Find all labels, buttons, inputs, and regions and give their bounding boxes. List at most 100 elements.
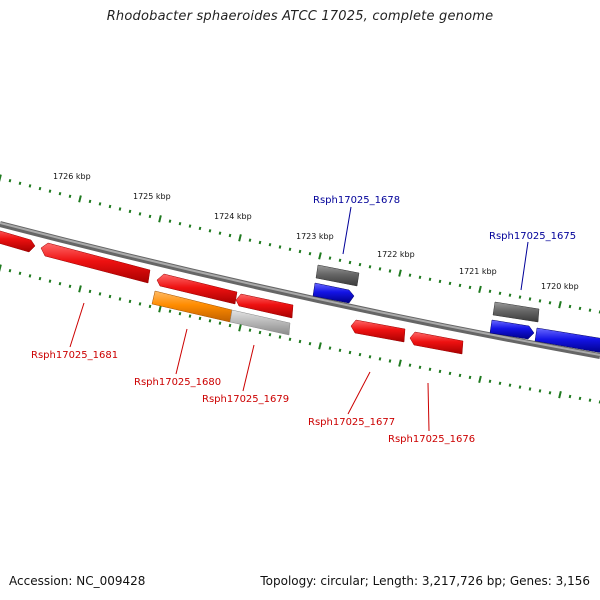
outer-ring-minor-tick [298,249,302,254]
gene-rsph17025-1675[interactable] [489,319,535,340]
inner-ring-minor-tick [8,269,12,273]
inner-ring-minor-tick [338,348,342,352]
inner-ring-minor-tick [568,394,572,399]
outer-ring-minor-tick [428,277,432,281]
inner-ring-minor-tick [438,369,442,374]
gene-label-1675[interactable]: Rsph17025_1675 [489,231,576,242]
outer-ring-minor-tick [28,184,32,188]
outer-ring-minor-tick [8,179,12,183]
inner-ring-minor-tick [128,299,132,304]
leader-line-1678 [342,206,352,255]
inner-ring-major-tick [78,285,82,293]
outer-ring-minor-tick [48,189,52,193]
inner-ring-minor-tick [268,333,272,337]
inner-ring-major-tick [0,264,2,272]
inner-ring-minor-tick [58,282,62,286]
inner-ring-minor-tick [388,359,392,363]
gene-feature[interactable] [0,228,36,253]
ruler-label-1726: 1726 kbp [53,172,91,181]
outer-ring-minor-tick [418,275,422,279]
inner-ring-minor-tick [418,365,422,369]
outer-ring-minor-tick [408,273,412,277]
inner-ring-minor-tick [68,284,72,288]
gene-grey-feature-2[interactable] [492,301,540,323]
gene-rsph17025-1680[interactable] [156,273,238,305]
gene-label-1681[interactable]: Rsph17025_1681 [31,350,118,361]
inner-ring-minor-tick [358,352,362,357]
ruler-label-1722: 1722 kbp [377,250,415,259]
outer-ring-minor-tick [308,252,312,256]
gene-rsph17025-1676[interactable] [409,331,464,355]
inner-ring-minor-tick [588,398,592,402]
map-title: Rhodobacter sphaeroides ATCC 17025, comp… [106,9,494,24]
outer-ring-minor-tick [18,181,22,185]
outer-ring-minor-tick [98,202,102,206]
gene-rsph17025-1678[interactable] [312,282,355,304]
outer-ring-minor-tick [488,289,492,293]
gene-label-1678[interactable]: Rsph17025_1678 [313,195,400,206]
inner-ring-major-tick [558,391,562,399]
inner-ring-minor-tick [518,385,522,389]
outer-ring-minor-tick [368,265,372,269]
leader-line-1677 [347,371,371,415]
outer-ring-minor-tick [58,192,62,196]
inner-ring-minor-tick [288,337,292,341]
gene-label-1680[interactable]: Rsph17025_1680 [134,377,221,388]
inner-ring-minor-tick [408,363,412,367]
gene-rsph17025-1677[interactable] [350,319,406,343]
inner-ring-minor-tick [148,304,152,309]
gene-label-1677[interactable]: Rsph17025_1677 [308,417,395,428]
inner-ring-minor-tick [48,279,52,283]
inner-ring-minor-tick [368,355,372,359]
gene-lightgrey-feature[interactable] [229,309,291,336]
gene-label-1679[interactable]: Rsph17025_1679 [202,394,289,405]
outer-ring-major-tick [558,301,562,309]
outer-ring-minor-tick [268,243,272,247]
outer-ring-minor-tick [578,306,582,311]
outer-ring-minor-tick [588,308,592,312]
outer-ring-minor-tick [538,299,542,303]
gene-blue-feature-partial[interactable] [534,327,600,353]
inner-ring-minor-tick [28,274,32,278]
ruler-label-1723: 1723 kbp [296,232,334,241]
inner-ring-major-tick [398,359,402,367]
inner-ring-minor-tick [528,387,532,391]
gene-rsph17025-1679[interactable] [235,293,294,319]
gene-rsph17025-1681[interactable] [40,242,151,284]
outer-ring-minor-tick [218,231,222,235]
outer-ring-minor-tick [388,269,392,273]
inner-ring-minor-tick [308,342,312,346]
outer-ring-minor-tick [148,214,152,219]
inner-ring-minor-tick [488,379,492,383]
inner-ring-minor-tick [448,371,452,376]
outer-ring-minor-tick [198,226,202,231]
outer-ring-major-tick [238,234,242,242]
outer-ring-minor-tick [278,245,282,249]
outer-ring-minor-tick [208,229,212,233]
outer-ring-minor-tick [508,293,512,297]
inner-ring-minor-tick [218,321,222,325]
outer-ring-major-tick [78,195,82,203]
outer-ring-minor-tick [168,219,172,223]
outer-ring-minor-tick [38,186,42,191]
outer-ring-minor-tick [518,295,522,299]
outer-ring-minor-tick [248,238,252,242]
leader-line-1679 [242,344,255,392]
leader-line-1676 [427,382,430,432]
outer-ring-major-tick [0,174,2,182]
outer-ring-minor-tick [548,301,552,305]
inner-ring-minor-tick [258,330,262,335]
leader-line-1675 [520,241,529,291]
outer-ring-minor-tick [108,204,112,209]
ruler-label-1721: 1721 kbp [459,267,497,276]
gene-grey-feature[interactable] [315,264,360,287]
outer-ring-minor-tick [448,281,452,286]
outer-ring-minor-tick [498,291,502,295]
outer-ring-minor-tick [188,224,192,228]
gene-label-1676[interactable]: Rsph17025_1676 [388,434,475,445]
outer-ring-minor-tick [118,207,122,211]
outer-ring-minor-tick [438,279,442,284]
outer-ring-minor-tick [288,247,292,251]
inner-ring-minor-tick [178,312,182,316]
ruler-label-1725: 1725 kbp [133,192,171,201]
